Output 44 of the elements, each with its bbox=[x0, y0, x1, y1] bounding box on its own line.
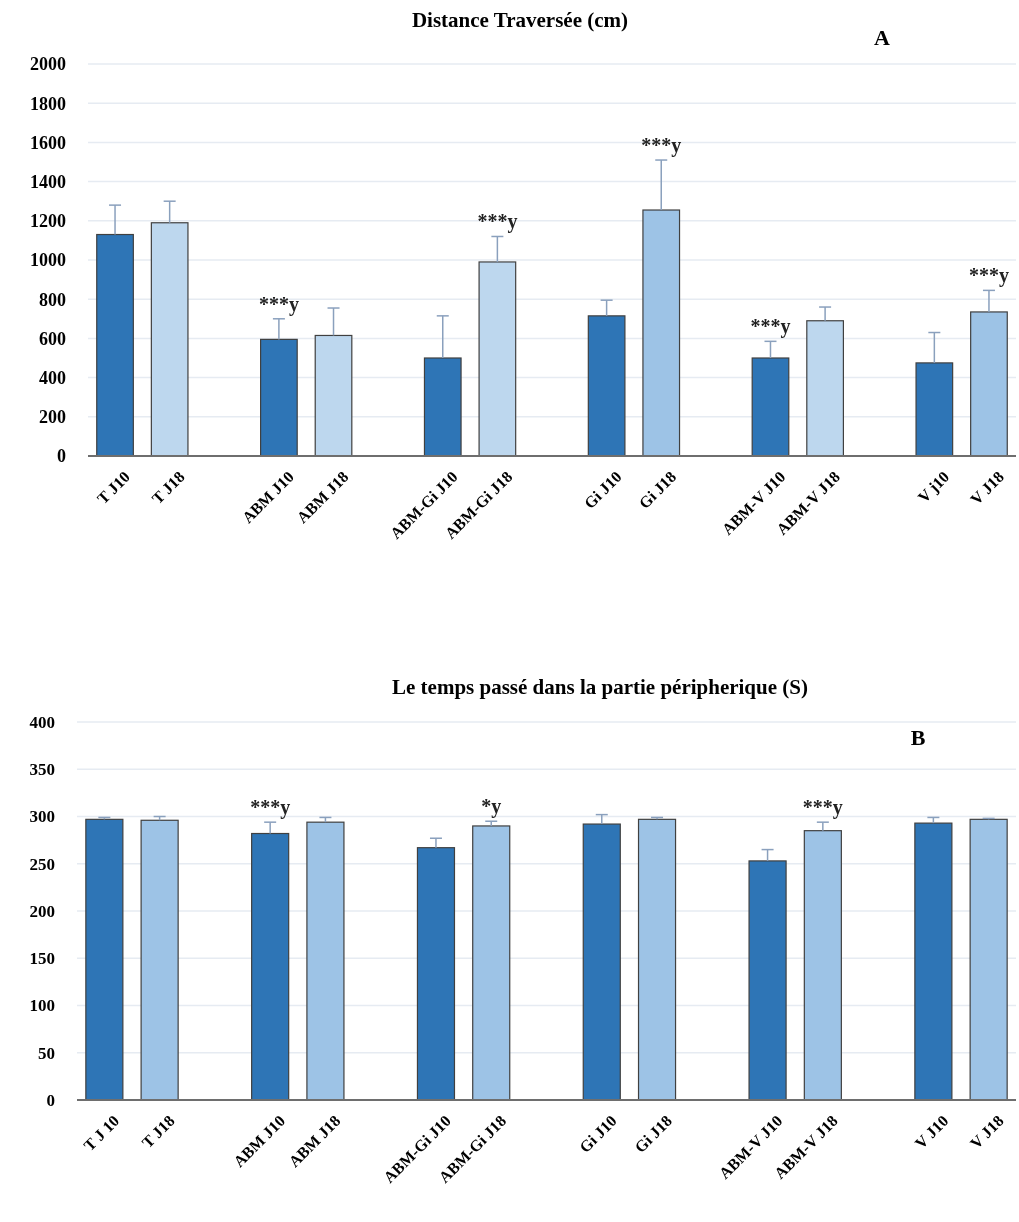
x-tick-label: T J18 bbox=[148, 468, 188, 508]
x-tick-label: Gi J18 bbox=[635, 468, 680, 512]
annotation: ***y bbox=[802, 796, 843, 820]
x-tick-label: V J18 bbox=[966, 1112, 1007, 1152]
annotation: ***y bbox=[641, 134, 682, 158]
y-tick-label: 1400 bbox=[30, 171, 66, 192]
y-tick-label: 800 bbox=[39, 289, 66, 310]
x-tick-label: T J 10 bbox=[80, 1112, 123, 1155]
x-tick-label: Gi J10 bbox=[580, 468, 625, 512]
annotation: ***y bbox=[258, 292, 299, 316]
y-tick-label: 50 bbox=[38, 1043, 55, 1063]
y-tick-label: 100 bbox=[29, 996, 55, 1016]
y-tick-label: 1600 bbox=[30, 132, 66, 153]
annotation: ***y bbox=[250, 796, 291, 820]
y-tick-label: 150 bbox=[29, 949, 55, 969]
y-tick-label: 200 bbox=[39, 407, 66, 428]
x-tick-label: Gi J10 bbox=[576, 1112, 620, 1156]
x-tick-label: V J18 bbox=[967, 468, 1007, 508]
y-tick-label: 0 bbox=[46, 1090, 55, 1110]
y-tick-label: 300 bbox=[29, 807, 55, 827]
x-tick-label: T J10 bbox=[93, 468, 134, 508]
x-tick-label: V j10 bbox=[914, 468, 954, 507]
annotation: B bbox=[910, 725, 926, 750]
y-tick-label: 600 bbox=[39, 328, 66, 349]
annotation: ***y bbox=[968, 264, 1009, 288]
annotation: *y bbox=[481, 795, 502, 819]
text: A bbox=[874, 25, 891, 50]
chart-title: Le temps passé dans la partie péripherique (S) bbox=[392, 675, 808, 699]
y-tick-label: 2000 bbox=[30, 54, 66, 75]
y-tick-label: 400 bbox=[29, 712, 55, 732]
annotation: ***y bbox=[750, 315, 791, 339]
chart-title: Distance Traversée (cm) bbox=[411, 8, 629, 32]
annotation: ***y bbox=[477, 210, 518, 234]
y-tick-label: 400 bbox=[39, 367, 66, 388]
x-tick-label: T J18 bbox=[138, 1112, 178, 1152]
x-tick-label: Gi J18 bbox=[631, 1112, 676, 1156]
x-tick-label: V J10 bbox=[911, 1112, 952, 1152]
y-tick-label: 1200 bbox=[30, 211, 66, 232]
y-tick-label: 350 bbox=[29, 760, 55, 780]
y-tick-label: 250 bbox=[29, 854, 55, 874]
y-tick-label: 1800 bbox=[30, 93, 66, 114]
y-tick-label: 200 bbox=[29, 901, 55, 921]
y-tick-label: 0 bbox=[57, 446, 66, 467]
y-tick-label: 1000 bbox=[30, 250, 66, 271]
